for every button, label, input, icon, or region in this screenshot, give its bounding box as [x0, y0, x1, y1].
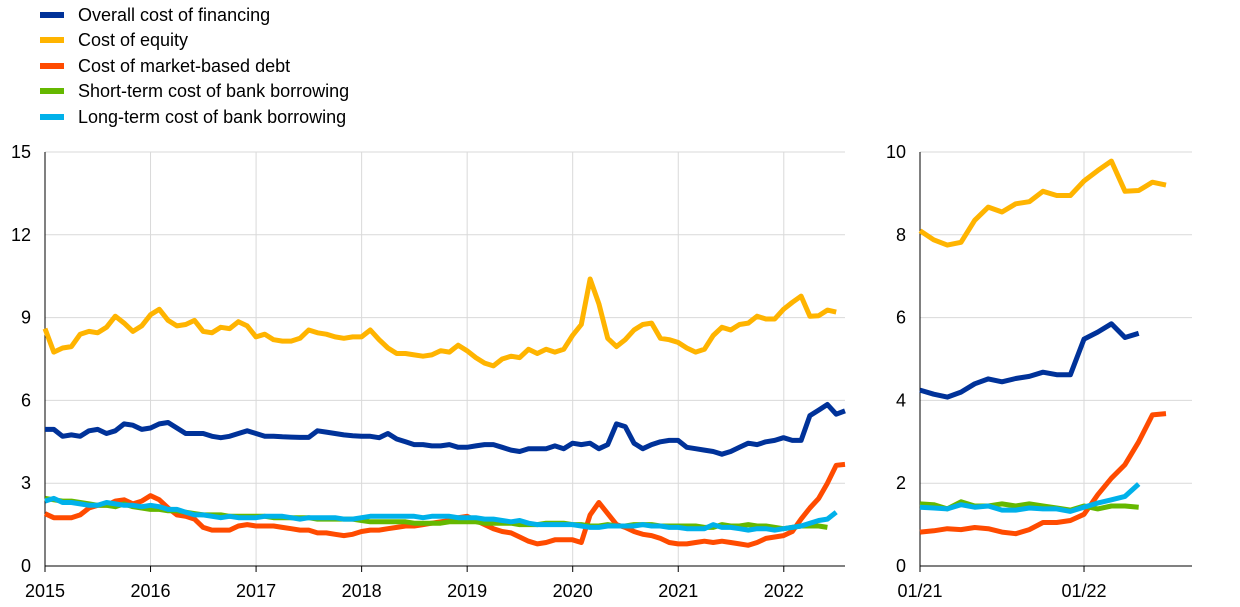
x-tick-label: 2015: [25, 581, 65, 601]
series-line-overall-cost-of-financing: [45, 402, 846, 457]
y-tick-label: 0: [21, 556, 31, 576]
y-tick-label: 0: [896, 556, 906, 576]
y-tick-label: 3: [21, 473, 31, 493]
legend-label: Short-term cost of bank borrowing: [78, 81, 350, 102]
x-tick-label: 2016: [131, 581, 171, 601]
chart-legend: Overall cost of financing Cost of equity…: [40, 2, 349, 130]
legend-label: Cost of equity: [78, 30, 189, 51]
x-tick-label: 2017: [236, 581, 276, 601]
legend-item: Long-term cost of bank borrowing: [40, 104, 349, 130]
x-tick-label: 2020: [553, 581, 593, 601]
y-tick-label: 8: [896, 225, 906, 245]
series-line-cost-of-equity: [42, 276, 837, 369]
series-line-cost-of-market-based-debt: [43, 461, 846, 548]
legend-label: Long-term cost of bank borrowing: [78, 106, 347, 127]
legend-swatch: [40, 62, 64, 69]
y-tick-label: 6: [21, 390, 31, 410]
y-tick-label: 4: [896, 390, 906, 410]
legend-item: Cost of equity: [40, 28, 349, 54]
legend-swatch: [40, 88, 64, 95]
x-tick-label: 2018: [342, 581, 382, 601]
series-line-long-term-cost-of-bank-borrowing: [44, 495, 838, 533]
legend-swatch: [40, 37, 64, 44]
series-line-overall-cost-of-financing: [919, 321, 1140, 400]
series-line-long-term-cost-of-bank-borrowing: [919, 482, 1141, 514]
legend-swatch: [40, 113, 64, 120]
legend-swatch: [40, 11, 64, 18]
series-line-cost-of-equity: [918, 158, 1167, 248]
y-tick-label: 10: [886, 142, 906, 162]
y-tick-label: 6: [896, 308, 906, 328]
y-tick-label: 2: [896, 473, 906, 493]
legend-label: Overall cost of financing: [78, 4, 271, 25]
chart-panel-main: 0 3 6 9 12 15 2015 2016 2017 2018 2019 2020 2021 2022: [11, 142, 846, 601]
x-tick-label: 2021: [658, 581, 698, 601]
y-tick-label: 12: [11, 225, 31, 245]
x-tick-label: 01/22: [1061, 581, 1106, 601]
y-tick-label: 9: [21, 308, 31, 328]
y-tick-label: 15: [11, 142, 31, 162]
series-line-cost-of-market-based-debt: [919, 411, 1167, 537]
legend-item: Cost of market-based debt: [40, 53, 349, 79]
x-tick-label: 2019: [447, 581, 487, 601]
x-tick-label: 01/21: [897, 581, 942, 601]
x-tick-label: 2022: [764, 581, 804, 601]
legend-label: Cost of market-based debt: [78, 55, 291, 76]
legend-item: Short-term cost of bank borrowing: [40, 79, 349, 105]
chart-panel-zoom: 0 2 4 6 8 10 01/21 01/22: [886, 142, 1192, 601]
legend-item: Overall cost of financing: [40, 2, 349, 28]
